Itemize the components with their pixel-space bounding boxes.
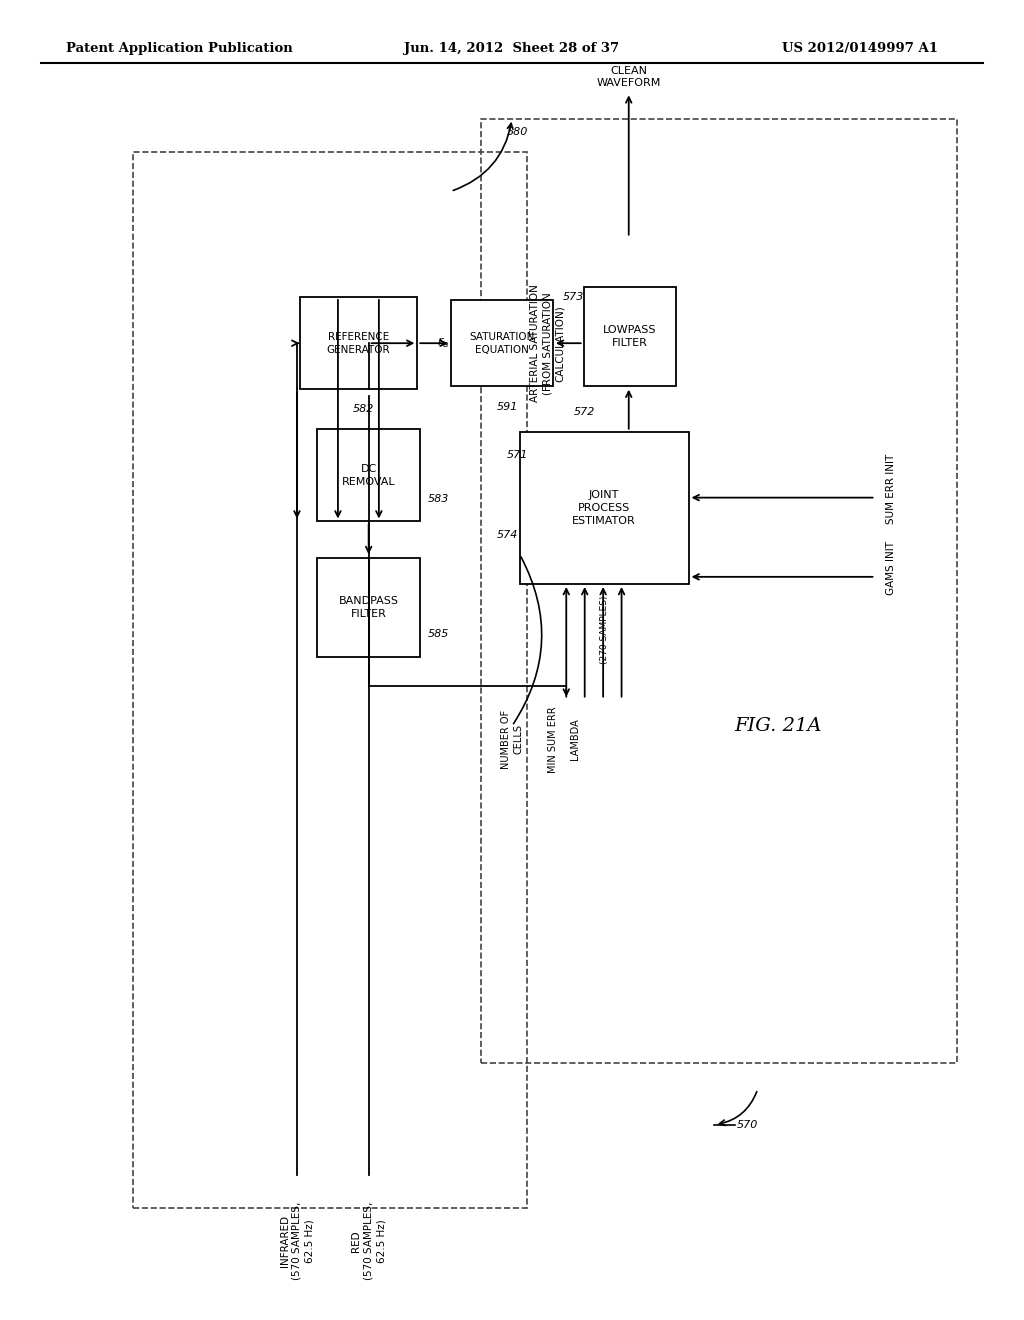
Text: MIN SUM ERR: MIN SUM ERR — [548, 706, 558, 772]
Text: ARTERIAL SATURATION
(FROM SATURATION
CALCULATION): ARTERIAL SATURATION (FROM SATURATION CAL… — [530, 284, 565, 403]
Text: Patent Application Publication: Patent Application Publication — [66, 42, 293, 55]
Text: 573: 573 — [563, 292, 585, 302]
Text: LOWPASS
FILTER: LOWPASS FILTER — [603, 325, 656, 348]
Bar — [584, 288, 676, 385]
Text: 574: 574 — [497, 529, 518, 540]
Text: 572: 572 — [573, 407, 595, 417]
Bar — [451, 301, 553, 385]
Text: LAMBDA: LAMBDA — [570, 718, 581, 760]
Text: JOINT
PROCESS
ESTIMATOR: JOINT PROCESS ESTIMATOR — [572, 490, 636, 527]
Bar — [317, 557, 420, 656]
Text: 570: 570 — [737, 1119, 759, 1130]
Text: 582: 582 — [353, 404, 375, 414]
Text: 571: 571 — [507, 450, 528, 461]
Text: REFERENCE
GENERATOR: REFERENCE GENERATOR — [327, 331, 390, 355]
Text: NUMBER OF
CELLS: NUMBER OF CELLS — [501, 710, 523, 768]
Text: (270 SAMPLES): (270 SAMPLES) — [600, 595, 608, 664]
Bar — [481, 119, 957, 1063]
Text: BANDPASS
FILTER: BANDPASS FILTER — [339, 595, 398, 619]
Text: US 2012/0149997 A1: US 2012/0149997 A1 — [782, 42, 938, 55]
Text: SUM ERR INIT: SUM ERR INIT — [886, 453, 896, 524]
Text: SATURATION
EQUATION: SATURATION EQUATION — [469, 331, 535, 355]
Bar — [299, 297, 418, 389]
Text: 580: 580 — [507, 127, 528, 137]
Text: FIG. 21A: FIG. 21A — [734, 717, 822, 735]
Bar — [133, 152, 527, 1208]
Text: GAMS INIT: GAMS INIT — [886, 541, 896, 594]
Text: Jun. 14, 2012  Sheet 28 of 37: Jun. 14, 2012 Sheet 28 of 37 — [404, 42, 620, 55]
Bar — [317, 429, 420, 521]
Text: 585: 585 — [428, 628, 450, 639]
Text: $r_a$: $r_a$ — [437, 337, 450, 350]
Text: DC
REMOVAL: DC REMOVAL — [342, 463, 395, 487]
Text: INFRARED
(570 SAMPLES,
62.5 Hz): INFRARED (570 SAMPLES, 62.5 Hz) — [280, 1201, 314, 1280]
Text: 583: 583 — [428, 494, 450, 504]
Text: 591: 591 — [497, 401, 518, 412]
Text: CLEAN
WAVEFORM: CLEAN WAVEFORM — [597, 66, 660, 88]
Bar — [519, 433, 688, 583]
Text: RED
(570 SAMPLES,
62.5 Hz): RED (570 SAMPLES, 62.5 Hz) — [351, 1201, 386, 1280]
